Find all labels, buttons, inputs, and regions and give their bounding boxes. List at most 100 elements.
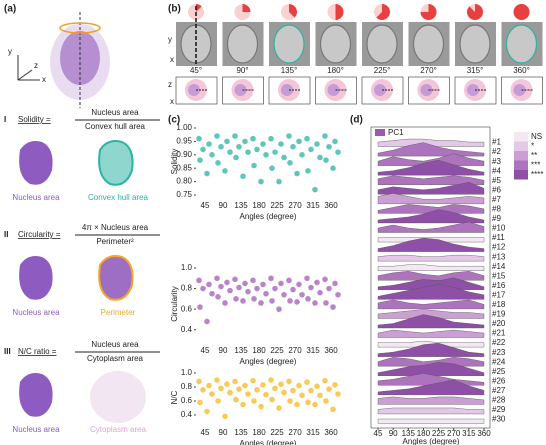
- y-tick-label: 0.6: [181, 304, 193, 313]
- data-point: [197, 399, 203, 406]
- row-label: #29: [492, 405, 506, 414]
- axis-letter: x: [42, 75, 46, 84]
- nucleus-schematic: [234, 84, 247, 96]
- x-tick-label: 225: [432, 429, 446, 438]
- data-point: [227, 287, 233, 294]
- data-point: [281, 291, 287, 298]
- rotation-icon: [376, 4, 390, 21]
- data-point: [286, 378, 292, 385]
- row-label: #8: [492, 205, 501, 214]
- shape-label: Cytoplasm area: [90, 425, 147, 434]
- x-tick-label: 270: [288, 201, 302, 210]
- data-point: [290, 387, 296, 394]
- ridge-area: [377, 396, 485, 405]
- data-point: [242, 382, 248, 389]
- angle-label: 315°: [467, 66, 484, 75]
- data-point: [233, 296, 239, 302]
- data-point: [206, 281, 212, 288]
- x-tick-label: 315: [306, 201, 320, 210]
- row-label: #11: [492, 233, 505, 242]
- data-point: [308, 146, 314, 153]
- data-point: [323, 398, 329, 404]
- data-point: [196, 277, 202, 284]
- nucleus-schematic: [374, 84, 386, 96]
- data-point: [326, 386, 332, 392]
- panel-label: (b): [168, 4, 181, 15]
- ridge-area: [377, 193, 485, 205]
- x-tick-label: 360: [324, 201, 338, 210]
- y-tick-label: 0.4: [181, 325, 193, 334]
- x-tick-label: 135: [234, 428, 248, 437]
- cell-image: [226, 24, 259, 64]
- row-label: #7: [492, 195, 501, 204]
- nucleus-shape: [19, 141, 53, 185]
- data-point: [330, 304, 336, 310]
- data-point: [209, 290, 215, 297]
- data-point: [227, 389, 233, 396]
- data-point: [224, 381, 230, 388]
- x-tick-label: 45: [374, 429, 383, 438]
- data-point: [276, 306, 282, 312]
- data-point: [222, 300, 228, 306]
- data-point: [269, 165, 275, 171]
- formula-denominator: Perimeter²: [96, 237, 134, 246]
- data-point: [200, 387, 206, 393]
- row-label: #9: [492, 214, 501, 223]
- angle-label: 360°: [513, 66, 530, 75]
- data-point: [254, 146, 260, 153]
- shape-label: Nucleus area: [12, 193, 60, 202]
- ridge-area: [377, 329, 485, 338]
- y-tick-label: 0.6: [181, 396, 193, 405]
- data-point: [326, 285, 332, 292]
- cytoplasm-shape: [90, 371, 146, 423]
- plot-frame: [370, 126, 491, 429]
- y-tick-label: 0.75: [176, 190, 192, 199]
- legend-swatch: [375, 129, 385, 136]
- level-swatch: [514, 141, 528, 151]
- data-point: [258, 403, 264, 410]
- y-tick-label: 1.0: [181, 368, 193, 377]
- ridge-area: [377, 209, 485, 224]
- data-point: [245, 288, 251, 295]
- nucleus-schematic: [513, 84, 526, 96]
- row-label: #20: [492, 319, 506, 328]
- data-point: [197, 304, 203, 310]
- nucleus-shape: [19, 256, 53, 300]
- data-point: [269, 298, 275, 304]
- ridge-area: [377, 138, 485, 147]
- x-axis-label: Angles (degree): [240, 439, 297, 445]
- x-tick-label: 225: [270, 201, 284, 210]
- data-point: [251, 162, 257, 169]
- data-point: [263, 391, 269, 398]
- rotation-icon: [335, 4, 344, 20]
- cell-image: [505, 24, 538, 64]
- data-point: [233, 396, 239, 403]
- ridge-area: [377, 418, 485, 424]
- nucleus-shape: [19, 373, 53, 417]
- rotation-icon: [467, 4, 484, 20]
- data-point: [326, 143, 332, 150]
- data-point: [254, 285, 260, 292]
- level-swatch: [514, 132, 528, 142]
- cell-image: [366, 24, 398, 64]
- data-point: [233, 154, 239, 161]
- cell-image: [319, 24, 352, 64]
- x-tick-label: 270: [288, 428, 302, 437]
- data-point: [272, 149, 278, 155]
- formula-name: Circularity =: [18, 230, 61, 239]
- data-point: [330, 406, 336, 413]
- data-point: [215, 398, 221, 404]
- formula-denominator: Convex hull area: [85, 122, 146, 131]
- x-tick-label: 90: [219, 346, 228, 355]
- panel-label: (a): [4, 4, 16, 15]
- data-point: [332, 382, 338, 388]
- data-point: [232, 133, 238, 139]
- data-point: [281, 154, 287, 161]
- ridge-area: [377, 299, 485, 310]
- data-point: [278, 280, 284, 287]
- nucleus-schematic: [420, 84, 433, 96]
- outline-shape: [98, 140, 134, 186]
- data-point: [322, 133, 328, 139]
- ridge-area: [377, 314, 485, 329]
- data-point: [254, 387, 260, 393]
